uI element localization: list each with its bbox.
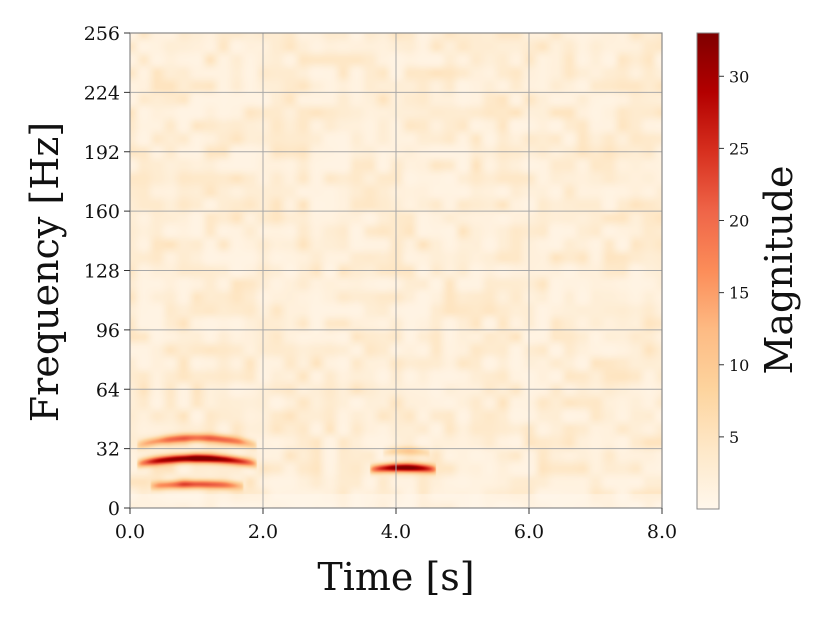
colorbar-tick-label: 5 (729, 428, 739, 447)
colorbar-tick-label: 15 (729, 284, 749, 303)
x-tick-label: 8.0 (647, 521, 677, 543)
colorbar-gradient (696, 32, 720, 510)
colorbar-tick-label: 30 (729, 67, 749, 86)
grid-lines (130, 33, 662, 508)
y-tick-label: 64 (96, 379, 120, 401)
plot-area (129, 32, 663, 509)
y-tick-label: 32 (96, 439, 120, 461)
y-tick-label: 256 (84, 23, 120, 45)
colorbar: 5 10 15 20 25 30 Magnitude (696, 32, 801, 510)
colorbar-ticks: 5 10 15 20 25 30 (719, 67, 749, 447)
x-tick-label: 6.0 (514, 521, 544, 543)
y-tick-label: 0 (108, 498, 120, 520)
x-tick-label: 0.0 (115, 521, 145, 543)
y-axis: 0 32 64 96 128 160 192 224 256 (84, 23, 130, 520)
colorbar-tick-label: 20 (729, 212, 749, 231)
y-tick-label: 96 (96, 320, 120, 342)
y-tick-label: 128 (84, 261, 120, 283)
y-tick-label: 224 (84, 82, 120, 104)
y-axis-title: Frequency [Hz] (23, 122, 67, 422)
y-tick-label: 192 (84, 142, 120, 164)
x-tick-label: 4.0 (381, 521, 411, 543)
colorbar-tick-label: 25 (729, 139, 749, 158)
x-axis: 0.0 2.0 4.0 6.0 8.0 (115, 508, 677, 543)
colorbar-tick-label: 10 (729, 356, 749, 375)
x-axis-title: Time [s] (317, 555, 474, 599)
x-tick-label: 2.0 (248, 521, 278, 543)
colorbar-title: Magnitude (757, 165, 801, 374)
y-tick-label: 160 (84, 201, 120, 223)
